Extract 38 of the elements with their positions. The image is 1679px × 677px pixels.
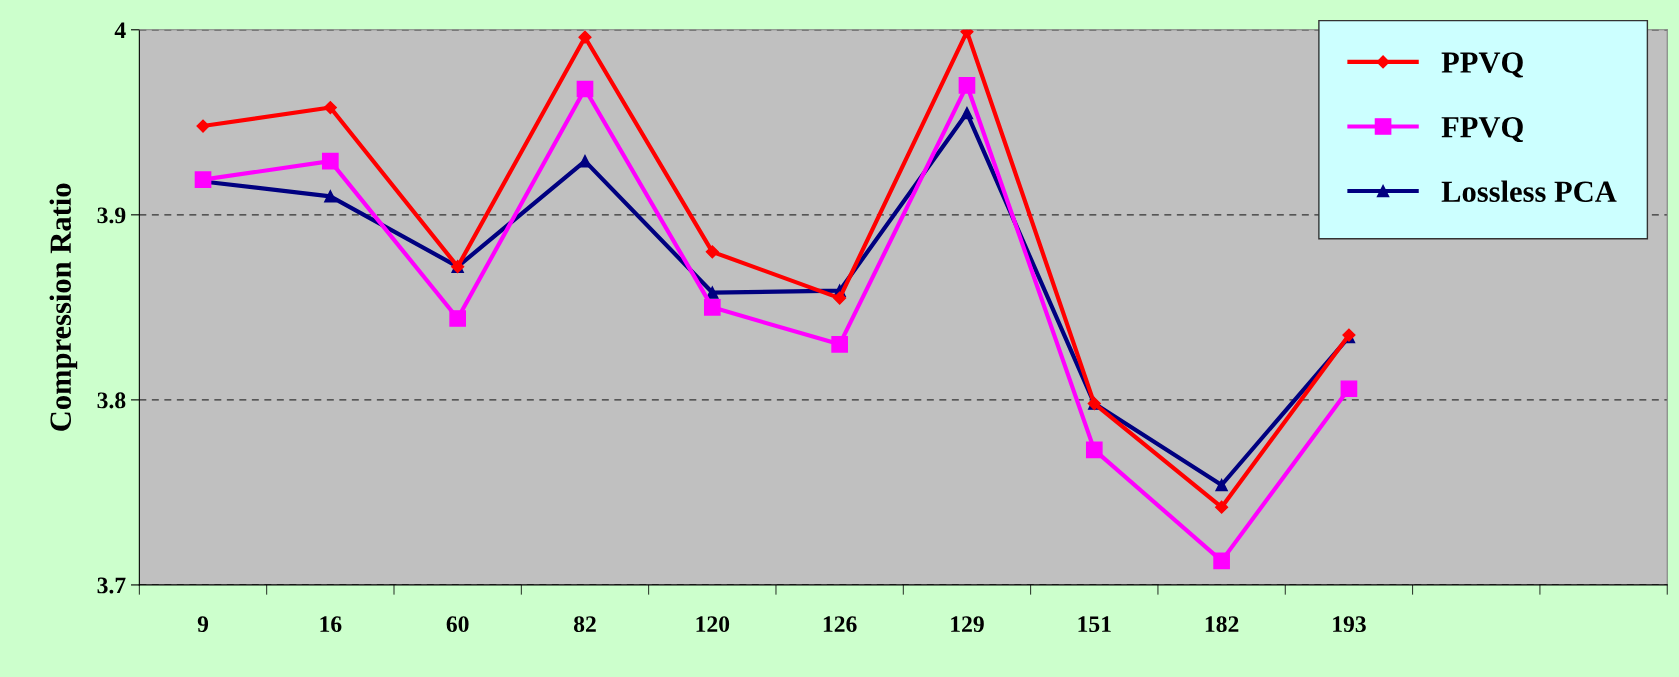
x-tick-label: 82	[573, 616, 596, 633]
x-tick-label: 129	[951, 616, 984, 633]
legend-label: FPVQ	[1441, 116, 1523, 143]
point	[322, 152, 339, 170]
point	[576, 80, 594, 98]
point	[833, 291, 847, 305]
point	[960, 106, 974, 120]
point	[706, 286, 719, 299]
point	[705, 245, 719, 259]
point	[323, 100, 337, 115]
x-tick-label: 182	[1205, 616, 1239, 633]
y-tick-label: 3.7	[97, 577, 126, 594]
x-tick-label: 60	[446, 616, 469, 633]
y-tick-label: 4	[114, 22, 126, 38]
legend-label: PPVQ	[1441, 52, 1523, 78]
point	[1213, 552, 1230, 570]
point	[578, 154, 592, 168]
point	[449, 310, 467, 327]
y-tick-label: 3.8	[97, 392, 126, 409]
x-tick-label: 151	[1078, 616, 1111, 633]
x-tick-label: 120	[696, 616, 730, 633]
y-axis-title: Compression Ratio	[49, 183, 78, 431]
x-tick-label: 9	[197, 616, 209, 633]
point	[703, 299, 721, 316]
point	[1215, 500, 1229, 514]
point	[324, 190, 337, 203]
x-tick-label: 16	[320, 616, 342, 633]
point	[958, 76, 976, 94]
point	[1085, 441, 1103, 459]
point	[1215, 478, 1228, 492]
x-tick-label: 126	[823, 616, 857, 633]
point	[1340, 380, 1358, 398]
point	[831, 336, 848, 353]
point	[196, 119, 210, 133]
legend-label: Lossless PCA	[1441, 180, 1617, 203]
x-tick-label: 193	[1333, 616, 1366, 633]
y-tick-label: 3.9	[97, 207, 126, 224]
point	[578, 30, 592, 44]
